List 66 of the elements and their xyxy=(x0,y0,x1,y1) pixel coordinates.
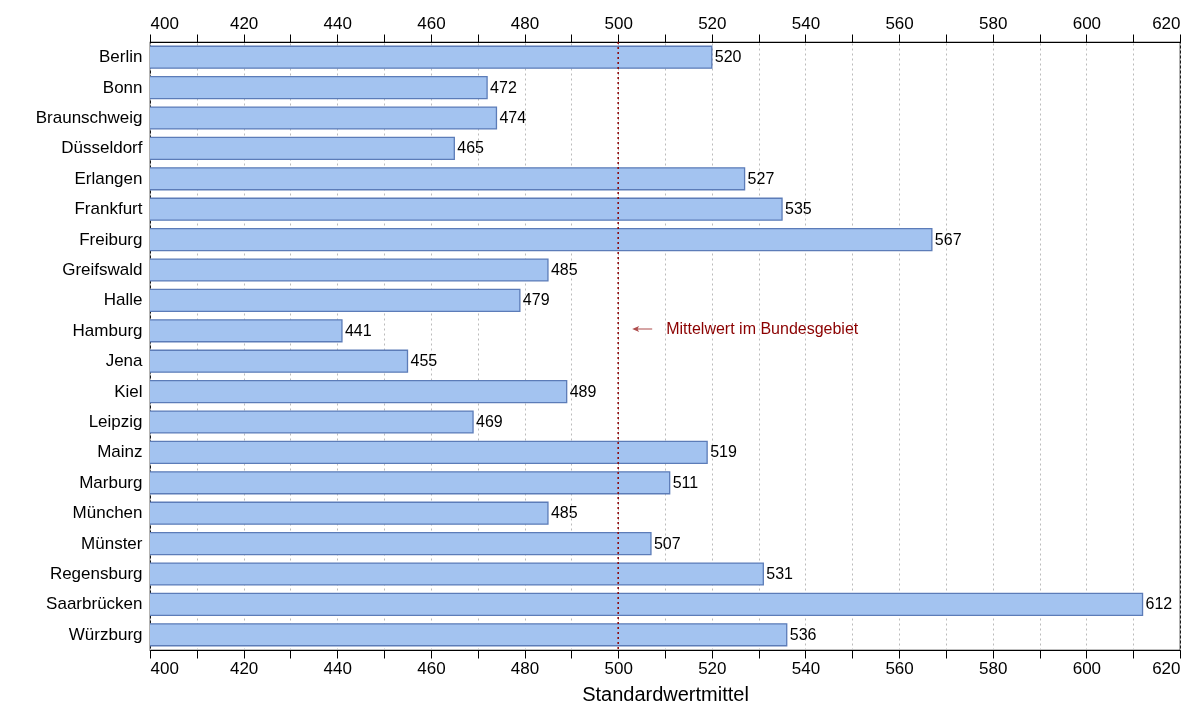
y-tick-label: München xyxy=(72,503,143,523)
y-tick-label: Leipzig xyxy=(88,412,143,431)
y-tick-label: Kiel xyxy=(114,381,143,401)
x2-tick-label: 560 xyxy=(885,13,914,33)
x-axis-title: Standardwertmittel xyxy=(582,682,749,705)
y-tick-label: Greifswald xyxy=(62,260,143,279)
x-tick-label: 620 xyxy=(1152,658,1181,678)
data-label: 527 xyxy=(747,169,775,187)
data-label: 535 xyxy=(785,200,812,218)
y-tick-label: Würzburg xyxy=(68,624,143,644)
x2-tick-label: 400 xyxy=(150,13,179,33)
y-tick-label: Jena xyxy=(105,351,144,371)
data-label: 472 xyxy=(490,78,517,96)
data-label: 536 xyxy=(789,625,817,643)
data-label: 474 xyxy=(499,109,527,126)
x-tick-label: 600 xyxy=(1072,658,1102,678)
x-tick-label: 520 xyxy=(698,658,727,678)
x2-tick-label: 520 xyxy=(698,13,727,33)
y-tick-label: Freiburg xyxy=(79,229,143,249)
y-tick-label: Düsseldorf xyxy=(61,138,143,158)
y-tick-label: Halle xyxy=(103,290,143,310)
x2-tick-label: 580 xyxy=(979,13,1008,33)
x2-tick-label: 600 xyxy=(1072,13,1102,33)
data-label: 511 xyxy=(672,473,699,491)
data-label: 441 xyxy=(344,321,372,339)
x-tick-label: 400 xyxy=(150,658,179,678)
data-label: 531 xyxy=(766,565,794,582)
data-label: 485 xyxy=(550,261,578,278)
y-tick-label: Mainz xyxy=(97,442,143,462)
y-tick-label: Frankfurt xyxy=(74,199,143,219)
y-tick-label: Braunschweig xyxy=(35,108,143,127)
x2-tick-label: 480 xyxy=(510,13,540,33)
y-tick-label: Regensburg xyxy=(49,564,143,583)
data-label: 465 xyxy=(457,139,485,157)
x-tick-label: 480 xyxy=(510,658,540,678)
y-tick-label: Münster xyxy=(81,533,143,553)
data-label: 507 xyxy=(653,534,681,552)
x2-tick-label: 440 xyxy=(323,13,352,33)
data-label: 489 xyxy=(569,382,597,400)
y-tick-label: Saarbrücken xyxy=(46,594,143,614)
ref-line-label: Mittelwert im Bundesgebiet xyxy=(666,319,859,337)
data-label: 479 xyxy=(522,291,550,309)
x-tick-label: 500 xyxy=(604,658,633,678)
x-tick-label: 440 xyxy=(323,658,352,678)
y-tick-label: Hamburg xyxy=(72,320,143,340)
y-tick-label: Erlangen xyxy=(74,168,143,188)
x-tick-label: 420 xyxy=(229,658,259,678)
data-label: 520 xyxy=(714,48,742,66)
data-label: 519 xyxy=(710,443,737,461)
y-tick-label: Berlin xyxy=(99,47,143,67)
y-tick-label: Marburg xyxy=(79,472,143,492)
x2-tick-label: 420 xyxy=(229,13,259,33)
x-tick-label: 460 xyxy=(417,658,446,678)
data-label: 485 xyxy=(550,504,578,522)
data-label: 567 xyxy=(934,230,962,248)
x2-tick-label: 500 xyxy=(604,13,633,33)
x-tick-label: 580 xyxy=(979,658,1008,678)
data-label: 612 xyxy=(1145,595,1173,613)
y-tick-label: Bonn xyxy=(102,77,143,97)
x2-tick-label: 460 xyxy=(417,13,446,33)
x2-tick-label: 620 xyxy=(1152,13,1181,33)
data-label: 469 xyxy=(476,413,503,430)
data-label: 455 xyxy=(410,352,438,370)
x2-tick-label: 540 xyxy=(791,13,821,33)
x-tick-label: 560 xyxy=(885,658,914,678)
x-tick-label: 540 xyxy=(791,658,821,678)
